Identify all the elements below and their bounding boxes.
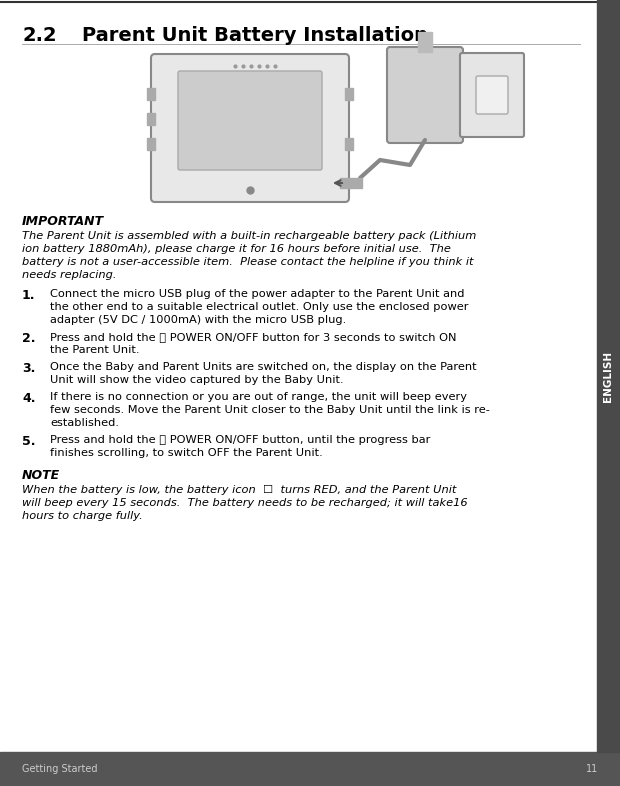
Text: the Parent Unit.: the Parent Unit. (50, 345, 140, 355)
Text: 11: 11 (586, 764, 598, 774)
Text: will beep every 15 seconds.  The battery needs to be recharged; it will take16: will beep every 15 seconds. The battery … (22, 498, 467, 508)
FancyBboxPatch shape (387, 47, 463, 143)
Bar (147, 138, 155, 150)
Text: Unit will show the video captured by the Baby Unit.: Unit will show the video captured by the… (50, 375, 343, 385)
Text: Getting Started: Getting Started (22, 764, 97, 774)
Text: hours to charge fully.: hours to charge fully. (22, 511, 143, 521)
Text: needs replacing.: needs replacing. (22, 270, 117, 280)
FancyBboxPatch shape (460, 53, 524, 137)
Bar (597, 0, 620, 752)
Text: 4.: 4. (22, 392, 35, 405)
Bar (345, 138, 353, 150)
Text: When the battery is low, the battery icon  ☐  turns RED, and the Parent Unit: When the battery is low, the battery ico… (22, 485, 456, 495)
Bar (147, 88, 155, 100)
Text: The Parent Unit is assembled with a built-in rechargeable battery pack (Lithium: The Parent Unit is assembled with a buil… (22, 231, 476, 241)
Text: finishes scrolling, to switch OFF the Parent Unit.: finishes scrolling, to switch OFF the Pa… (50, 448, 323, 458)
FancyBboxPatch shape (178, 71, 322, 170)
FancyBboxPatch shape (151, 54, 349, 202)
Bar (418, 32, 432, 52)
Text: 2.: 2. (22, 332, 35, 345)
Text: IMPORTANT: IMPORTANT (22, 215, 104, 228)
Bar (0, 752, 620, 786)
Text: 1.: 1. (22, 289, 35, 302)
Text: the other end to a suitable electrical outlet. Only use the enclosed power: the other end to a suitable electrical o… (50, 302, 469, 312)
Text: ion battery 1880mAh), please charge it for 16 hours before initial use.  The: ion battery 1880mAh), please charge it f… (22, 244, 451, 254)
Text: 5.: 5. (22, 435, 35, 448)
Text: few seconds. Move the Parent Unit closer to the Baby Unit until the link is re-: few seconds. Move the Parent Unit closer… (50, 405, 490, 415)
Bar (147, 113, 155, 125)
Text: 2.2: 2.2 (22, 26, 56, 45)
Text: battery is not a user-accessible item.  Please contact the helpline if you think: battery is not a user-accessible item. P… (22, 257, 474, 267)
Text: NOTE: NOTE (22, 469, 60, 482)
Text: If there is no connection or you are out of range, the unit will beep every: If there is no connection or you are out… (50, 392, 467, 402)
Text: Connect the micro USB plug of the power adapter to the Parent Unit and: Connect the micro USB plug of the power … (50, 289, 464, 299)
Text: Press and hold the ⏻ POWER ON/OFF button, until the progress bar: Press and hold the ⏻ POWER ON/OFF button… (50, 435, 430, 445)
Text: adapter (5V DC / 1000mA) with the micro USB plug.: adapter (5V DC / 1000mA) with the micro … (50, 315, 346, 325)
Bar (340, 178, 362, 188)
Bar (345, 88, 353, 100)
Text: 3.: 3. (22, 362, 35, 375)
Text: established.: established. (50, 418, 119, 428)
FancyBboxPatch shape (476, 76, 508, 114)
Text: Press and hold the ⏻ POWER ON/OFF button for 3 seconds to switch ON: Press and hold the ⏻ POWER ON/OFF button… (50, 332, 456, 342)
Text: Parent Unit Battery Installation: Parent Unit Battery Installation (82, 26, 428, 45)
Text: Once the Baby and Parent Units are switched on, the display on the Parent: Once the Baby and Parent Units are switc… (50, 362, 477, 372)
Text: ENGLISH: ENGLISH (603, 351, 614, 402)
